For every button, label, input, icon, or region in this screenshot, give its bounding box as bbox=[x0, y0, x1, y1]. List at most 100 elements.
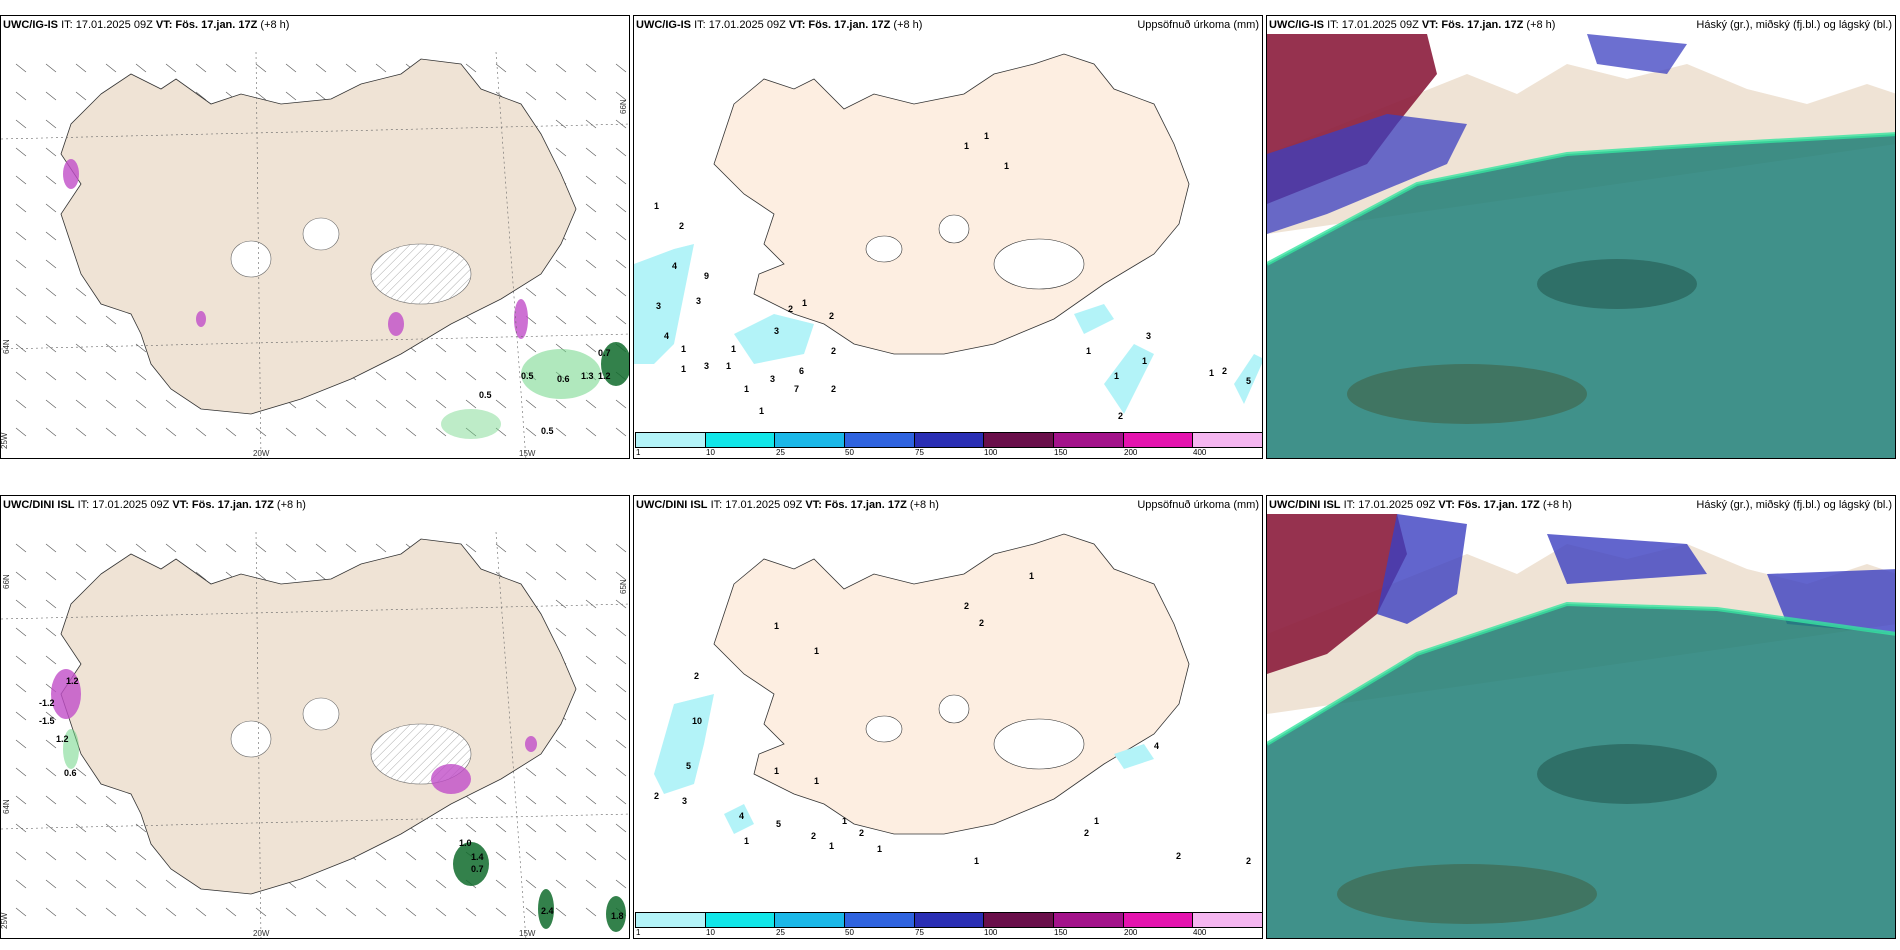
wind-barb bbox=[75, 543, 87, 553]
lead-time: (+8 h) bbox=[1542, 499, 1572, 511]
wind-barb bbox=[15, 119, 27, 129]
wind-barb bbox=[555, 879, 567, 889]
value-label: 1 bbox=[984, 131, 989, 141]
wind-barb bbox=[75, 315, 87, 325]
wind-barb bbox=[615, 203, 627, 213]
legend-tick: 10 bbox=[706, 928, 715, 937]
precip-area bbox=[1234, 354, 1262, 404]
lat-label: 66N bbox=[619, 99, 628, 114]
wind-barb bbox=[345, 399, 357, 409]
lead-time: (+8 h) bbox=[276, 499, 306, 511]
legend-tick: 200 bbox=[1124, 928, 1138, 937]
precip-pink bbox=[525, 736, 537, 752]
precip-green bbox=[606, 896, 626, 932]
value-label: 1 bbox=[1142, 356, 1147, 366]
value-label: 1.2 bbox=[66, 676, 79, 686]
iceland-land bbox=[713, 53, 1190, 355]
panel-title: Háský (gr.), miðský (fj.bl.) og lágský (… bbox=[1696, 499, 1892, 511]
value-label: 1 bbox=[842, 816, 847, 826]
valid-time: Fös. 17.jan. 17Z bbox=[191, 499, 274, 511]
value-label: 1 bbox=[974, 856, 979, 866]
wind-barb bbox=[45, 315, 57, 325]
wind-barb bbox=[45, 371, 57, 381]
panel-dini-clouds: UWC/DINI ISL IT: 17.01.2025 09Z VT: Fös.… bbox=[1266, 495, 1896, 939]
value-label: 3 bbox=[704, 361, 709, 371]
wind-barb bbox=[495, 343, 507, 353]
wind-barb bbox=[75, 427, 87, 437]
wind-barb bbox=[585, 399, 597, 409]
valid-prefix: VT: bbox=[805, 499, 822, 511]
wind-barb bbox=[525, 767, 537, 777]
value-label: 3 bbox=[682, 796, 687, 806]
wind-barb bbox=[45, 795, 57, 805]
model-name: UWC/IG-IS bbox=[1269, 19, 1324, 31]
value-label: 1.4 bbox=[471, 852, 484, 862]
wind-barb bbox=[15, 343, 27, 353]
graticule bbox=[255, 51, 262, 458]
wind-barb bbox=[255, 543, 267, 553]
valid-time: Fös. 17.jan. 17Z bbox=[1457, 499, 1540, 511]
precip-map: 2 2 1 2 10 1 1 5 2 3 4 5 1 1 1 2 2 1 1 1… bbox=[654, 533, 1251, 866]
wind-barb bbox=[585, 599, 597, 609]
wind-barb bbox=[75, 91, 87, 101]
valid-time: Fös. 17.jan. 17Z bbox=[808, 19, 891, 31]
wind-barb bbox=[15, 175, 27, 185]
wind-barb bbox=[465, 371, 477, 381]
low-cloud-dense bbox=[1537, 259, 1697, 309]
mid-cloud bbox=[1767, 569, 1895, 634]
lead-time: (+8 h) bbox=[893, 19, 923, 31]
wind-barb bbox=[15, 823, 27, 833]
wind-barb bbox=[15, 683, 27, 693]
glacier bbox=[938, 214, 970, 244]
value-label: 6 bbox=[799, 366, 804, 376]
wind-barb bbox=[15, 427, 27, 437]
wind-barb bbox=[315, 399, 327, 409]
wind-barb bbox=[555, 767, 567, 777]
graticule bbox=[495, 51, 527, 458]
wind-barb bbox=[345, 427, 357, 437]
wind-barb bbox=[165, 543, 177, 553]
wind-barb bbox=[585, 739, 597, 749]
wind-barb bbox=[615, 147, 627, 157]
value-label: 1 bbox=[814, 646, 819, 656]
value-label: 0.5 bbox=[521, 371, 534, 381]
wind-barb bbox=[315, 907, 327, 917]
graticule bbox=[255, 531, 262, 938]
precip-area bbox=[654, 694, 714, 794]
value-label: 1 bbox=[744, 384, 749, 394]
wind-barb bbox=[585, 571, 597, 581]
panel-header: UWC/DINI ISL IT: 17.01.2025 09Z VT: Fös.… bbox=[634, 499, 1262, 515]
value-label: 2 bbox=[811, 831, 816, 841]
wind-barb bbox=[465, 427, 477, 437]
wind-barb bbox=[435, 399, 447, 409]
wind-barb bbox=[555, 259, 567, 269]
wind-barb bbox=[225, 543, 237, 553]
wind-barb bbox=[45, 627, 57, 637]
wind-barb bbox=[585, 343, 597, 353]
value-label: 0.6 bbox=[557, 374, 570, 384]
wind-barb bbox=[45, 655, 57, 665]
wind-barb bbox=[465, 63, 477, 73]
lat-label: 64N bbox=[2, 799, 11, 814]
value-label: 2.4 bbox=[541, 906, 554, 916]
wind-barb bbox=[45, 119, 57, 129]
wind-barb bbox=[285, 427, 297, 437]
wind-barb bbox=[315, 63, 327, 73]
legend-tick: 100 bbox=[984, 928, 998, 937]
panel-header: UWC/IG-IS IT: 17.01.2025 09Z VT: Fös. 17… bbox=[634, 19, 1262, 35]
wind-barb bbox=[255, 907, 267, 917]
value-label: 2 bbox=[829, 311, 834, 321]
wind-barb bbox=[45, 427, 57, 437]
wind-barb bbox=[45, 91, 57, 101]
valid-prefix: VT: bbox=[172, 499, 189, 511]
value-label: 2 bbox=[831, 346, 836, 356]
wind-barb bbox=[615, 63, 627, 73]
value-label: 1 bbox=[726, 361, 731, 371]
legend-swatch bbox=[775, 913, 846, 927]
value-label: 1 bbox=[774, 766, 779, 776]
wind-barb bbox=[405, 907, 417, 917]
wind-barb bbox=[45, 231, 57, 241]
wind-barb bbox=[375, 879, 387, 889]
wind-barb bbox=[375, 371, 387, 381]
value-label: 0.7 bbox=[598, 348, 611, 358]
